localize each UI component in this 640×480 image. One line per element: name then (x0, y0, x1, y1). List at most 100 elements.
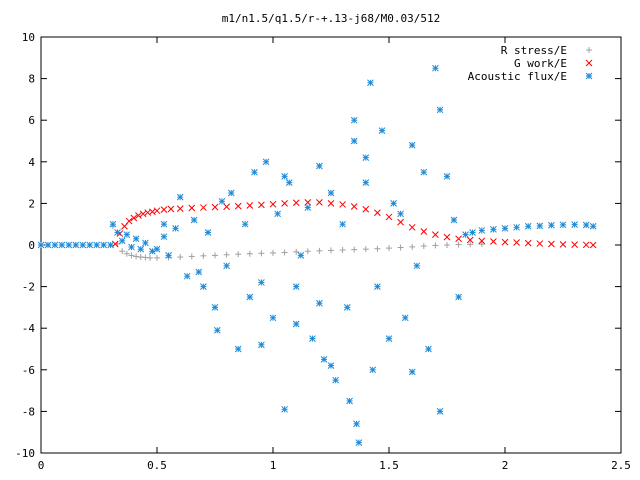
data-point (79, 241, 87, 249)
data-point (153, 245, 161, 253)
data-point (234, 202, 242, 210)
data-point (589, 222, 597, 230)
data-point (200, 204, 207, 211)
data-point (44, 241, 52, 249)
data-point (251, 168, 258, 176)
data-point (200, 252, 207, 259)
data-point (107, 241, 114, 249)
data-point (536, 240, 544, 247)
data-point (362, 154, 370, 161)
data-point (58, 241, 66, 249)
data-point (432, 231, 439, 238)
data-point (153, 207, 161, 215)
data-point (420, 243, 427, 250)
data-point (444, 242, 450, 248)
data-point (51, 241, 59, 249)
data-point (478, 237, 486, 245)
data-point (351, 246, 358, 253)
y-tick-label: -6 (22, 364, 35, 377)
data-point (114, 229, 121, 236)
data-point (501, 225, 509, 232)
data-point (386, 245, 392, 252)
data-point (369, 366, 377, 374)
data-point (409, 243, 416, 250)
data-point (235, 251, 242, 258)
data-point (397, 218, 404, 226)
data-point (582, 241, 590, 249)
data-point (72, 241, 80, 249)
legend-label: G work/E (514, 57, 567, 70)
data-point (281, 173, 288, 180)
data-point (548, 240, 555, 248)
data-point (490, 238, 497, 245)
series-layer (37, 64, 597, 446)
data-point (327, 189, 335, 197)
data-point (137, 245, 145, 253)
data-point (86, 241, 94, 249)
data-point (183, 272, 191, 280)
data-point (304, 204, 312, 211)
data-point (281, 249, 288, 256)
data-point (469, 229, 476, 236)
data-point (513, 223, 520, 231)
data-point (339, 201, 346, 208)
data-point (436, 106, 444, 114)
data-point (212, 252, 218, 259)
data-point (339, 220, 346, 228)
data-point (281, 200, 288, 207)
data-point (142, 239, 149, 247)
data-point (316, 299, 323, 307)
data-point (37, 241, 45, 249)
data-point (501, 238, 509, 246)
data-point (93, 241, 101, 249)
data-point (270, 249, 276, 256)
data-point (432, 242, 439, 249)
data-point (292, 320, 300, 328)
data-point (125, 217, 133, 225)
data-point (118, 237, 126, 245)
y-tick-label: 6 (28, 114, 35, 127)
data-point (188, 253, 195, 260)
data-point (297, 252, 305, 259)
data-point (123, 250, 130, 257)
x-tick-label: 0.5 (147, 459, 167, 472)
data-point (234, 345, 242, 353)
y-tick-label: 4 (28, 156, 35, 169)
data-point (109, 220, 117, 228)
data-point (100, 241, 107, 249)
y-tick-label: 0 (28, 239, 35, 252)
data-point (147, 254, 154, 261)
data-point (350, 137, 358, 145)
chart-title: m1/n1.5/q1.5/r-+.13-j68/M0.03/512 (222, 12, 441, 25)
data-point (559, 241, 567, 248)
data-point (304, 199, 312, 206)
data-point (462, 231, 469, 238)
data-point (355, 439, 363, 446)
data-point (385, 335, 393, 342)
data-point (367, 79, 374, 87)
data-point (165, 252, 172, 259)
data-point (320, 356, 328, 363)
data-point (455, 293, 462, 301)
data-point (571, 221, 578, 228)
data-point (513, 239, 520, 246)
data-point (467, 241, 474, 248)
x-tick-label: 2.5 (611, 459, 631, 472)
data-point (362, 246, 369, 253)
data-point (362, 205, 370, 213)
data-point (443, 233, 451, 241)
data-point (128, 252, 135, 259)
data-point (350, 116, 358, 124)
data-point (258, 201, 265, 209)
data-point (200, 283, 207, 290)
data-point (316, 162, 323, 170)
data-point (397, 244, 404, 251)
data-point (536, 222, 544, 230)
data-point (269, 314, 277, 322)
data-point (223, 262, 230, 270)
data-point (172, 225, 179, 232)
data-point (374, 245, 381, 252)
data-point (293, 248, 300, 255)
